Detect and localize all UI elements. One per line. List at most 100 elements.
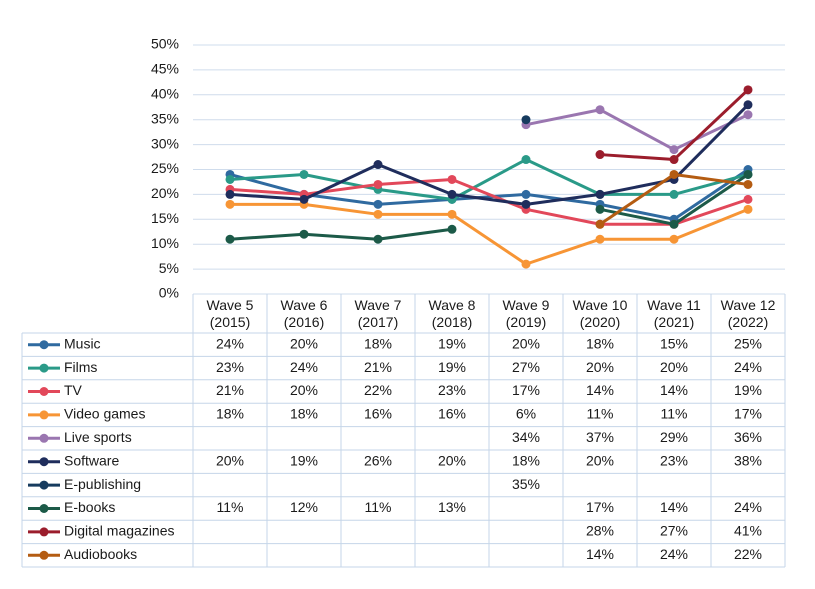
table-cell: 14% — [586, 382, 614, 398]
table-cell: 16% — [364, 406, 392, 422]
legend-label: Video games — [64, 406, 145, 422]
point — [743, 110, 753, 120]
x-tick-label: Wave 9 (2019) — [502, 297, 550, 330]
point — [447, 209, 457, 219]
series-line — [229, 168, 749, 221]
legend-swatch-dot — [39, 433, 49, 443]
x-tick-label: Wave 11 (2021) — [647, 297, 701, 330]
point — [521, 259, 531, 269]
x-tick-label: Wave 8 (2018) — [428, 297, 476, 330]
table-cell: 24% — [216, 335, 244, 351]
point — [521, 115, 531, 125]
table-cell: 23% — [660, 452, 688, 468]
point — [595, 219, 605, 229]
legend-label: E-publishing — [64, 476, 141, 492]
legend-label: E-books — [64, 499, 115, 515]
point — [743, 85, 753, 95]
table-cell: 6% — [516, 406, 536, 422]
table-cell: 11% — [217, 499, 244, 515]
point — [743, 169, 753, 179]
table-cell: 27% — [512, 359, 540, 375]
point — [743, 204, 753, 214]
table-cell: 34% — [512, 429, 540, 445]
series-line — [525, 108, 749, 152]
table-cell: 17% — [512, 382, 540, 398]
point — [373, 209, 383, 219]
table-cell: 24% — [734, 359, 762, 375]
legend-label: Digital magazines — [64, 523, 175, 539]
legend-swatch-dot — [39, 457, 49, 467]
point — [669, 155, 679, 165]
point — [521, 199, 531, 209]
table-cell: 15% — [660, 335, 688, 351]
table-cell: 11% — [587, 406, 614, 422]
point — [225, 189, 235, 199]
point — [447, 224, 457, 234]
table-cell: 28% — [586, 523, 614, 539]
point — [299, 229, 309, 239]
table-cell: 29% — [660, 429, 688, 445]
table-cell: 20% — [660, 359, 688, 375]
table-cell: 11% — [365, 499, 392, 515]
x-tick-label: Wave 5 (2015) — [206, 297, 254, 330]
table-cell: 36% — [734, 429, 762, 445]
y-tick-label: 25% — [151, 160, 179, 176]
table-cell: 18% — [512, 452, 540, 468]
series-line — [229, 158, 749, 201]
point — [595, 150, 605, 160]
table-cell: 23% — [438, 382, 466, 398]
y-tick-label: 40% — [151, 86, 179, 102]
y-tick-label: 30% — [151, 135, 179, 151]
legend-label: Live sports — [64, 429, 132, 445]
point — [669, 234, 679, 244]
table-cell: 20% — [290, 382, 318, 398]
point — [595, 105, 605, 115]
table-cell: 22% — [734, 546, 762, 562]
point — [373, 160, 383, 170]
table-cell: 24% — [734, 499, 762, 515]
x-tick-label: Wave 6 (2016) — [280, 297, 328, 330]
x-tick-label: Wave 10 (2020) — [572, 297, 628, 330]
table-cell: 11% — [661, 406, 688, 422]
table-cell: 23% — [216, 359, 244, 375]
point — [743, 179, 753, 189]
table-cell: 19% — [734, 382, 762, 398]
point — [373, 234, 383, 244]
legend-label: Audiobooks — [64, 546, 137, 562]
y-tick-label: 15% — [151, 210, 179, 226]
table-cell: 20% — [512, 335, 540, 351]
table-cell: 17% — [586, 499, 614, 515]
y-tick-label: 20% — [151, 185, 179, 201]
point — [669, 219, 679, 229]
y-tick-label: 35% — [151, 110, 179, 126]
table-cell: 20% — [290, 335, 318, 351]
table-cell: 19% — [438, 335, 466, 351]
legend-swatch-dot — [39, 527, 49, 537]
table-cell: 14% — [660, 382, 688, 398]
table-cell: 38% — [734, 452, 762, 468]
table-cell: 22% — [364, 382, 392, 398]
table-cell: 25% — [734, 335, 762, 351]
table-cell: 26% — [364, 452, 392, 468]
point — [669, 145, 679, 155]
table-cell: 21% — [216, 382, 244, 398]
table-cell: 19% — [290, 452, 318, 468]
table-cell: 14% — [660, 499, 688, 515]
point — [447, 189, 457, 199]
table-cell: 17% — [734, 406, 762, 422]
table-cell: 13% — [438, 499, 466, 515]
point — [299, 194, 309, 204]
table-cell: 41% — [734, 523, 762, 539]
table-cell: 19% — [438, 359, 466, 375]
point — [595, 234, 605, 244]
legend-swatch-dot — [39, 340, 49, 350]
table-cell: 21% — [364, 359, 392, 375]
table-cell: 24% — [660, 546, 688, 562]
table-cell: 27% — [660, 523, 688, 539]
legend-swatch-dot — [39, 480, 49, 490]
table-cell: 20% — [216, 452, 244, 468]
table-cell: 18% — [216, 406, 244, 422]
point — [373, 179, 383, 189]
